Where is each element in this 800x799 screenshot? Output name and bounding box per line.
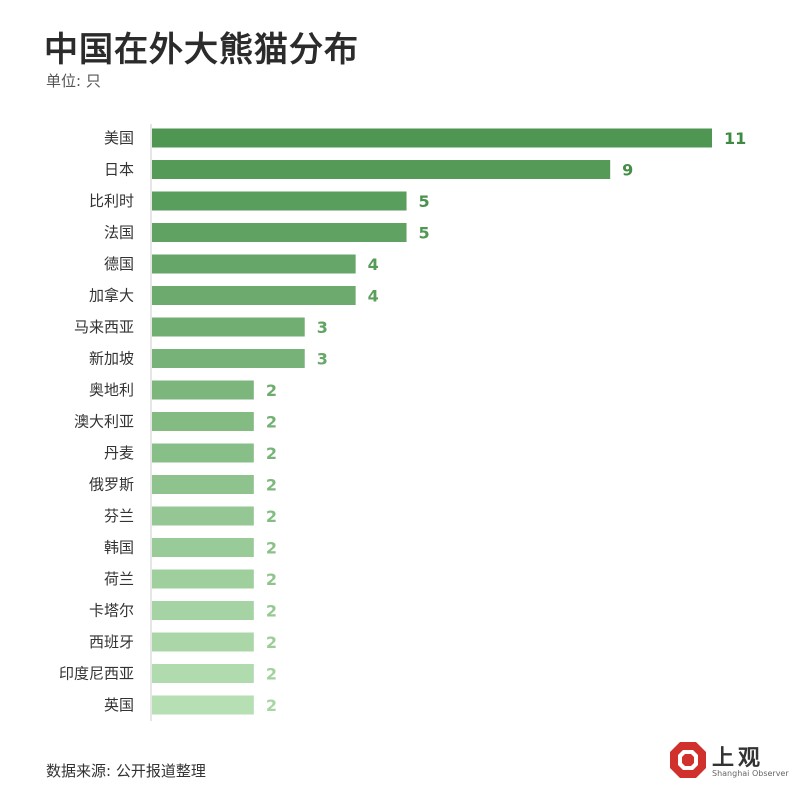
value-label: 2 bbox=[266, 665, 277, 684]
bar-chart: 美国 11 日本 9 比利时 5 法国 5 德国 4 加拿大 4 马来西亚 3 新加坡 3 奥地利 2 澳大利亚 2 丹… bbox=[59, 124, 746, 721]
value-label: 4 bbox=[368, 287, 379, 306]
category-label: 奥地利 bbox=[89, 381, 134, 399]
category-label: 芬兰 bbox=[104, 507, 134, 525]
category-label: 澳大利亚 bbox=[74, 413, 134, 431]
value-label: 3 bbox=[317, 318, 328, 337]
bar bbox=[152, 569, 254, 589]
value-label: 5 bbox=[419, 192, 430, 211]
category-label: 法国 bbox=[104, 224, 134, 242]
category-label: 加拿大 bbox=[89, 287, 134, 305]
value-label: 2 bbox=[266, 602, 277, 621]
unit-label: 单位: 只 bbox=[46, 72, 101, 90]
value-label: 2 bbox=[266, 507, 277, 526]
value-label: 2 bbox=[266, 413, 277, 432]
bar bbox=[152, 317, 305, 337]
bar bbox=[152, 412, 254, 431]
category-label: 德国 bbox=[104, 255, 134, 273]
value-label: 4 bbox=[368, 255, 379, 274]
bar bbox=[152, 695, 254, 715]
bar bbox=[152, 506, 254, 526]
logo-subtitle: Shanghai Observer bbox=[712, 769, 789, 778]
category-label: 俄罗斯 bbox=[89, 476, 134, 494]
bar bbox=[152, 443, 254, 463]
bar bbox=[152, 223, 407, 242]
category-label: 新加坡 bbox=[89, 350, 134, 368]
category-label: 西班牙 bbox=[89, 633, 134, 651]
value-label: 5 bbox=[419, 224, 430, 243]
bar bbox=[152, 128, 712, 148]
bar bbox=[152, 601, 254, 620]
value-label: 2 bbox=[266, 570, 277, 589]
bar bbox=[152, 286, 356, 305]
logo-mark-icon bbox=[670, 742, 706, 778]
shanghai-observer-logo: 上观 Shanghai Observer bbox=[668, 738, 789, 788]
category-label: 比利时 bbox=[89, 192, 134, 210]
bar bbox=[152, 475, 254, 494]
category-label: 日本 bbox=[104, 161, 134, 179]
value-label: 2 bbox=[266, 696, 277, 715]
bar bbox=[152, 664, 254, 683]
category-label: 卡塔尔 bbox=[89, 602, 134, 620]
data-source: 数据来源: 公开报道整理 bbox=[46, 762, 206, 780]
category-label: 韩国 bbox=[104, 539, 134, 557]
value-label: 11 bbox=[724, 129, 746, 148]
bar bbox=[152, 191, 407, 211]
category-label: 丹麦 bbox=[104, 444, 134, 462]
bar bbox=[152, 632, 254, 652]
logo-name: 上观 bbox=[712, 746, 765, 771]
category-label: 印度尼西亚 bbox=[59, 665, 134, 683]
value-label: 2 bbox=[266, 381, 277, 400]
category-label: 英国 bbox=[104, 696, 134, 714]
value-label: 3 bbox=[317, 350, 328, 369]
value-label: 2 bbox=[266, 539, 277, 558]
value-label: 2 bbox=[266, 633, 277, 652]
value-label: 2 bbox=[266, 476, 277, 495]
bar bbox=[152, 538, 254, 557]
bar bbox=[152, 380, 254, 400]
value-label: 2 bbox=[266, 444, 277, 463]
category-label: 荷兰 bbox=[104, 570, 134, 588]
bar bbox=[152, 349, 305, 368]
value-label: 9 bbox=[622, 161, 633, 180]
category-label: 美国 bbox=[104, 129, 134, 147]
chart-title: 中国在外大熊猫分布 bbox=[44, 30, 359, 70]
bar bbox=[152, 160, 611, 179]
bar bbox=[152, 254, 356, 274]
category-label: 马来西亚 bbox=[74, 318, 134, 336]
